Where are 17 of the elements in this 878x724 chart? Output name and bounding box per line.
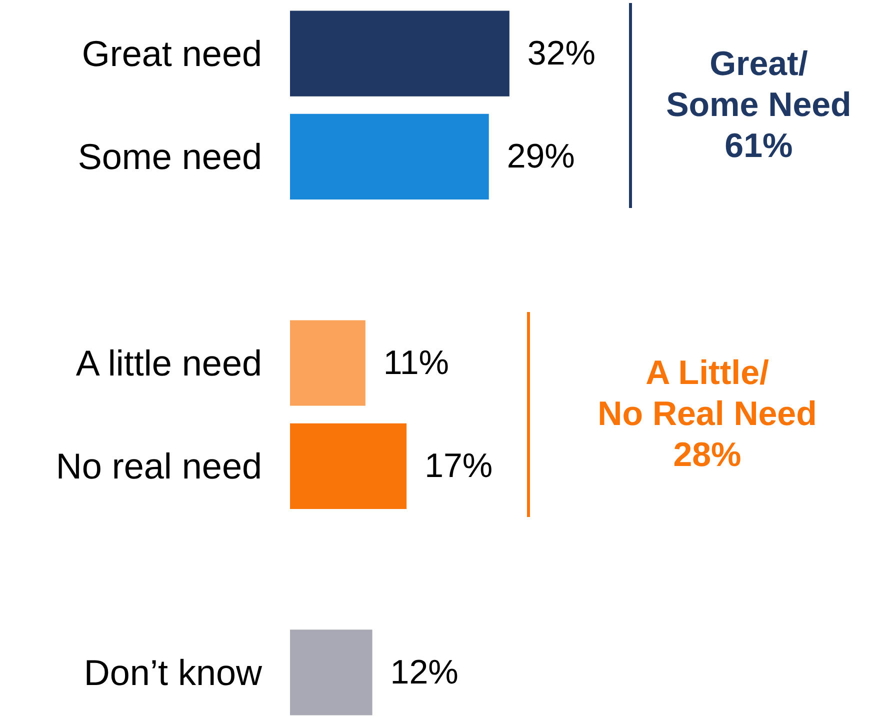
y-tick-label: Some need xyxy=(78,136,262,178)
text: Great/ Some Need 61% xyxy=(665,44,852,167)
data-label: 12% xyxy=(390,653,458,692)
bar xyxy=(290,114,489,200)
y-tick-label: A little need xyxy=(76,342,262,384)
bar xyxy=(290,630,372,716)
y-tick-label: Don’t know xyxy=(84,652,263,693)
data-label: 17% xyxy=(424,447,493,486)
bar xyxy=(290,10,510,96)
data-label: 29% xyxy=(506,138,575,176)
bar xyxy=(290,320,366,406)
y-tick-label: Great need xyxy=(82,33,262,74)
data-label: 11% xyxy=(383,344,449,382)
bar xyxy=(290,423,407,509)
text: A Little/ No Real Need 28% xyxy=(596,353,818,476)
y-tick-label: No real need xyxy=(56,446,262,487)
data-label: 32% xyxy=(527,34,596,73)
